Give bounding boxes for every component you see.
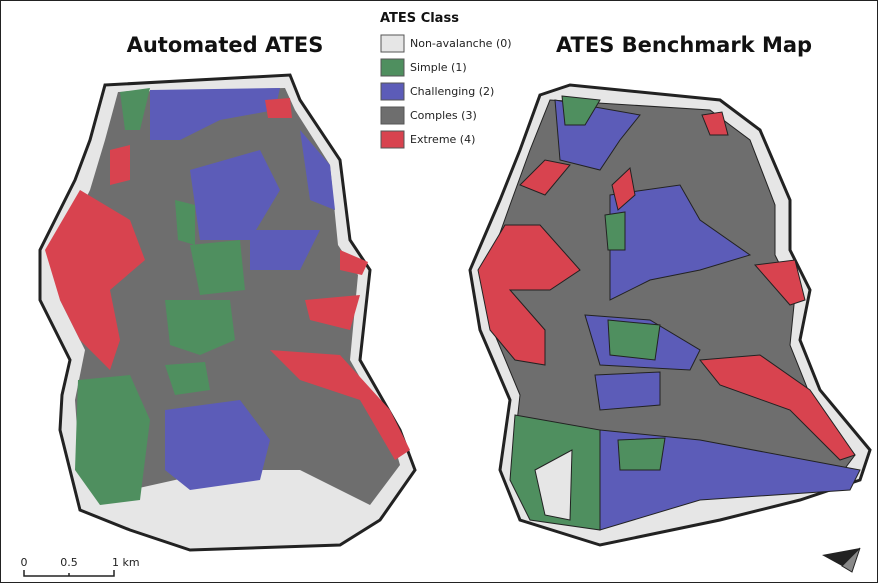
- simple-zone: [561, 95, 601, 126]
- non-avalanche-zone: [534, 449, 573, 521]
- simple-zone: [190, 240, 245, 295]
- extreme-zone: [340, 250, 368, 275]
- scale-label: 0: [21, 556, 28, 569]
- challenging-zone: [250, 230, 320, 270]
- simple-zone: [604, 211, 626, 251]
- map-title: Automated ATES: [127, 33, 324, 57]
- extreme-zone: [270, 350, 410, 460]
- simple-zone: [165, 300, 235, 355]
- scale-label: 1 km: [112, 556, 140, 569]
- legend-label: Simple (1): [410, 61, 467, 74]
- legend-swatch: [380, 130, 405, 149]
- north-arrow-light: [841, 547, 861, 573]
- north-arrow: [822, 547, 861, 573]
- simple-zone: [617, 437, 666, 471]
- scale-bar-line: [23, 570, 115, 577]
- simple-zone: [75, 375, 150, 505]
- benchmark-map: [468, 83, 872, 547]
- extreme-zone: [699, 354, 856, 461]
- challenging-zone: [599, 429, 861, 531]
- simple-zone: [165, 362, 210, 395]
- legend-swatch: [380, 58, 405, 77]
- extreme-zone: [305, 295, 360, 330]
- extreme-zone: [265, 98, 292, 118]
- north-arrow-dark: [822, 548, 860, 566]
- extreme-zone: [477, 224, 581, 366]
- legend-label: Challenging (2): [410, 85, 494, 98]
- map-title: ATES Benchmark Map: [556, 33, 812, 57]
- legend-swatch: [380, 34, 405, 53]
- simple-zone: [607, 319, 661, 361]
- challenging-zone: [190, 150, 280, 240]
- extreme-zone: [519, 159, 571, 196]
- extreme-zone: [110, 145, 130, 185]
- scale-bar: 0 0.5 1 km: [21, 556, 140, 577]
- legend: ATES Class Non-avalanche (0) Simple (1) Ch…: [380, 11, 512, 149]
- extreme-zone: [701, 111, 729, 136]
- legend-label: Extreme (4): [410, 133, 475, 146]
- simple-zone: [175, 200, 195, 245]
- extreme-zone: [45, 190, 145, 370]
- extreme-zone: [611, 167, 636, 211]
- legend-swatch: [380, 106, 405, 125]
- simple-zone: [120, 88, 150, 130]
- challenging-zone: [594, 371, 661, 411]
- legend-title: ATES Class: [380, 11, 459, 26]
- challenging-zone: [165, 400, 270, 490]
- legend-swatch: [380, 82, 405, 101]
- legend-label: Comples (3): [410, 109, 477, 122]
- challenging-zone: [150, 88, 280, 140]
- extreme-zone: [754, 259, 806, 306]
- legend-label: Non-avalanche (0): [410, 37, 512, 50]
- challenging-zone: [609, 184, 752, 301]
- challenging-zone: [300, 130, 335, 210]
- scale-label: 0.5: [60, 556, 78, 569]
- automated-map: [38, 73, 417, 552]
